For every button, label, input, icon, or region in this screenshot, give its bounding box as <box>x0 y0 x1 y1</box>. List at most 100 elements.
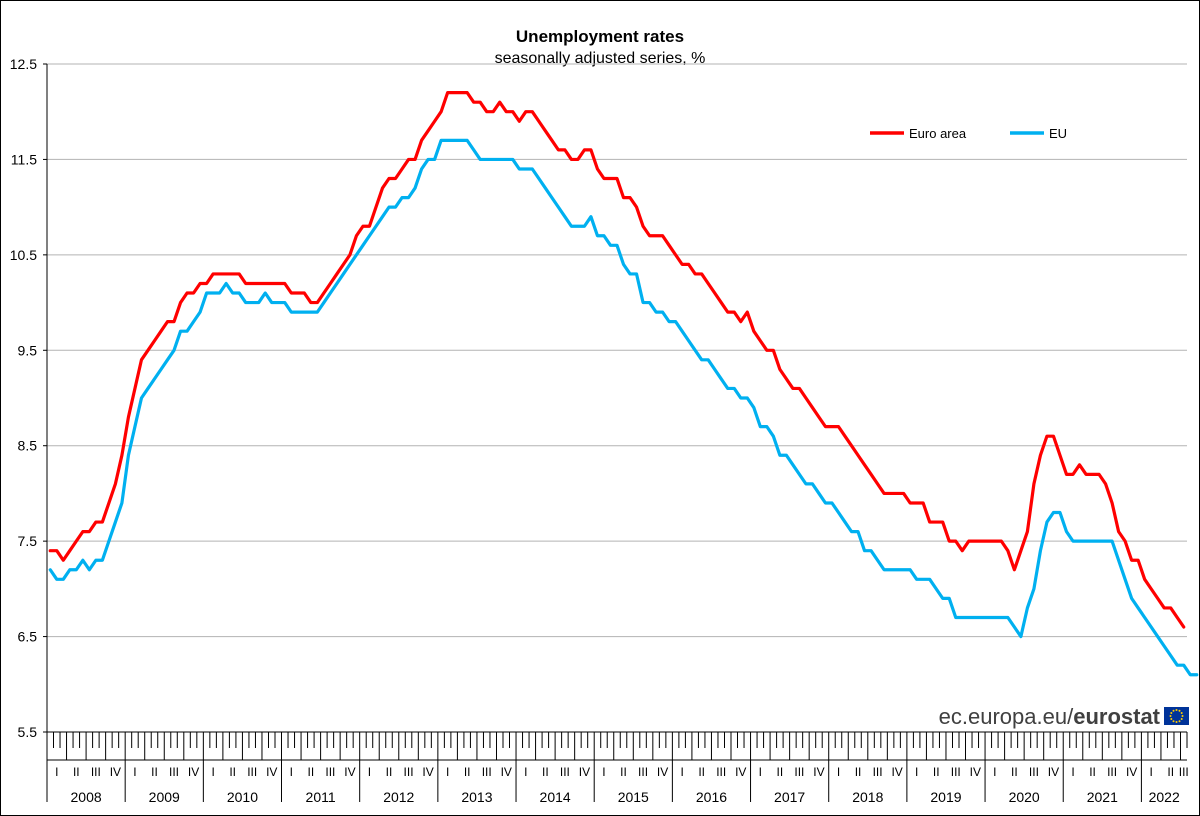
series-lines <box>48 91 1199 677</box>
year-label: 2020 <box>1009 789 1040 805</box>
quarter-label: I <box>759 765 762 779</box>
y-tick-label: 12.5 <box>10 56 37 72</box>
quarter-label: III <box>716 765 726 779</box>
year-label: 2008 <box>71 789 102 805</box>
flag-star <box>1170 718 1173 720</box>
quarter-label: IV <box>813 765 824 779</box>
quarter-label: IV <box>501 765 512 779</box>
quarter-label: II <box>933 765 940 779</box>
quarter-label: I <box>290 765 293 779</box>
quarter-label: III <box>560 765 570 779</box>
legend-label: EU <box>1049 126 1067 141</box>
quarter-label: II <box>1167 765 1174 779</box>
year-label: 2012 <box>383 789 414 805</box>
year-label: 2013 <box>461 789 492 805</box>
quarter-label: III <box>91 765 101 779</box>
year-label: 2010 <box>227 789 258 805</box>
quarter-label: I <box>368 765 371 779</box>
quarter-label: IV <box>344 765 355 779</box>
quarter-label: III <box>873 765 883 779</box>
quarter-label: IV <box>579 765 590 779</box>
quarter-label: II <box>777 765 784 779</box>
flag-star <box>1170 712 1173 714</box>
quarter-label: IV <box>891 765 902 779</box>
quarter-label: III <box>638 765 648 779</box>
gridlines <box>47 63 1187 638</box>
year-label: 2021 <box>1087 789 1118 805</box>
x-axis: I II III IV I II III IV I II III IV I II III IV I II III IV… <box>46 731 1189 805</box>
y-tick-label: 8.5 <box>18 438 38 454</box>
quarter-label: III <box>325 765 335 779</box>
quarter-label: III <box>951 765 961 779</box>
flag-star <box>1172 720 1175 723</box>
quarter-label: I <box>133 765 136 779</box>
quarter-label: II <box>698 765 705 779</box>
quarter-label: II <box>229 765 236 779</box>
year-label: 2018 <box>852 789 883 805</box>
quarter-label: I <box>602 765 605 779</box>
y-tick-label: 9.5 <box>18 342 38 358</box>
flag-star <box>1178 709 1181 712</box>
quarter-label: II <box>151 765 158 779</box>
y-tick-label: 5.5 <box>18 724 38 740</box>
quarter-label: I <box>915 765 918 779</box>
series-line-eu <box>48 138 1199 677</box>
quarter-label: III <box>482 765 492 779</box>
year-label: 2015 <box>618 789 649 805</box>
source-credit: ec.europa.eu/eurostat <box>939 704 1189 729</box>
quarter-label: IV <box>422 765 433 779</box>
quarter-label: I <box>55 765 58 779</box>
y-tick-label: 7.5 <box>18 533 38 549</box>
quarter-label: I <box>680 765 683 779</box>
quarter-label: I <box>993 765 996 779</box>
quarter-label: IV <box>735 765 746 779</box>
quarter-label: IV <box>970 765 981 779</box>
flag-field <box>1164 707 1189 725</box>
legend: Euro area EU <box>870 126 1067 141</box>
quarter-label: II <box>307 765 314 779</box>
quarter-label: II <box>73 765 80 779</box>
flag-star <box>1180 712 1183 714</box>
flag-star <box>1175 721 1178 723</box>
series-line-euro-area <box>48 91 1186 629</box>
quarter-label: I <box>446 765 449 779</box>
quarter-label: IV <box>188 765 199 779</box>
year-label: 2022 <box>1149 789 1180 805</box>
quarter-label: IV <box>1048 765 1059 779</box>
flag-star <box>1175 709 1178 711</box>
y-tick-label: 10.5 <box>10 247 37 263</box>
quarter-label: I <box>1149 765 1152 779</box>
quarter-label: IV <box>1126 765 1137 779</box>
quarter-label: III <box>794 765 804 779</box>
year-label: 2019 <box>930 789 961 805</box>
flag-star <box>1178 720 1181 723</box>
quarter-label: II <box>855 765 862 779</box>
quarter-label: III <box>247 765 257 779</box>
quarter-label: I <box>524 765 527 779</box>
source-prefix: ec.europa.eu/ <box>939 704 1074 729</box>
quarter-label: II <box>464 765 471 779</box>
quarter-label: I <box>211 765 214 779</box>
legend-label: Euro area <box>909 126 967 141</box>
source-brand: eurostat <box>1073 704 1160 729</box>
year-label: 2016 <box>696 789 727 805</box>
flag-star <box>1181 715 1184 717</box>
flag-star <box>1169 715 1172 717</box>
quarter-label: IV <box>110 765 121 779</box>
y-tick-label: 11.5 <box>11 151 37 167</box>
y-axis: 5.5 6.5 7.5 8.5 9.5 10.5 11.5 12.5 <box>10 56 48 802</box>
quarter-label: III <box>1029 765 1039 779</box>
quarter-label: II <box>1011 765 1018 779</box>
quarter-label: III <box>169 765 179 779</box>
chart-title: Unemployment rates <box>516 27 684 46</box>
quarter-label: III <box>1179 765 1189 779</box>
flag-star <box>1172 709 1175 712</box>
year-label: 2014 <box>540 789 571 805</box>
eu-flag-icon <box>1164 707 1189 725</box>
quarter-label: I <box>1071 765 1074 779</box>
y-tick-label: 6.5 <box>18 629 38 645</box>
quarter-label: III <box>404 765 414 779</box>
quarter-label: II <box>620 765 627 779</box>
